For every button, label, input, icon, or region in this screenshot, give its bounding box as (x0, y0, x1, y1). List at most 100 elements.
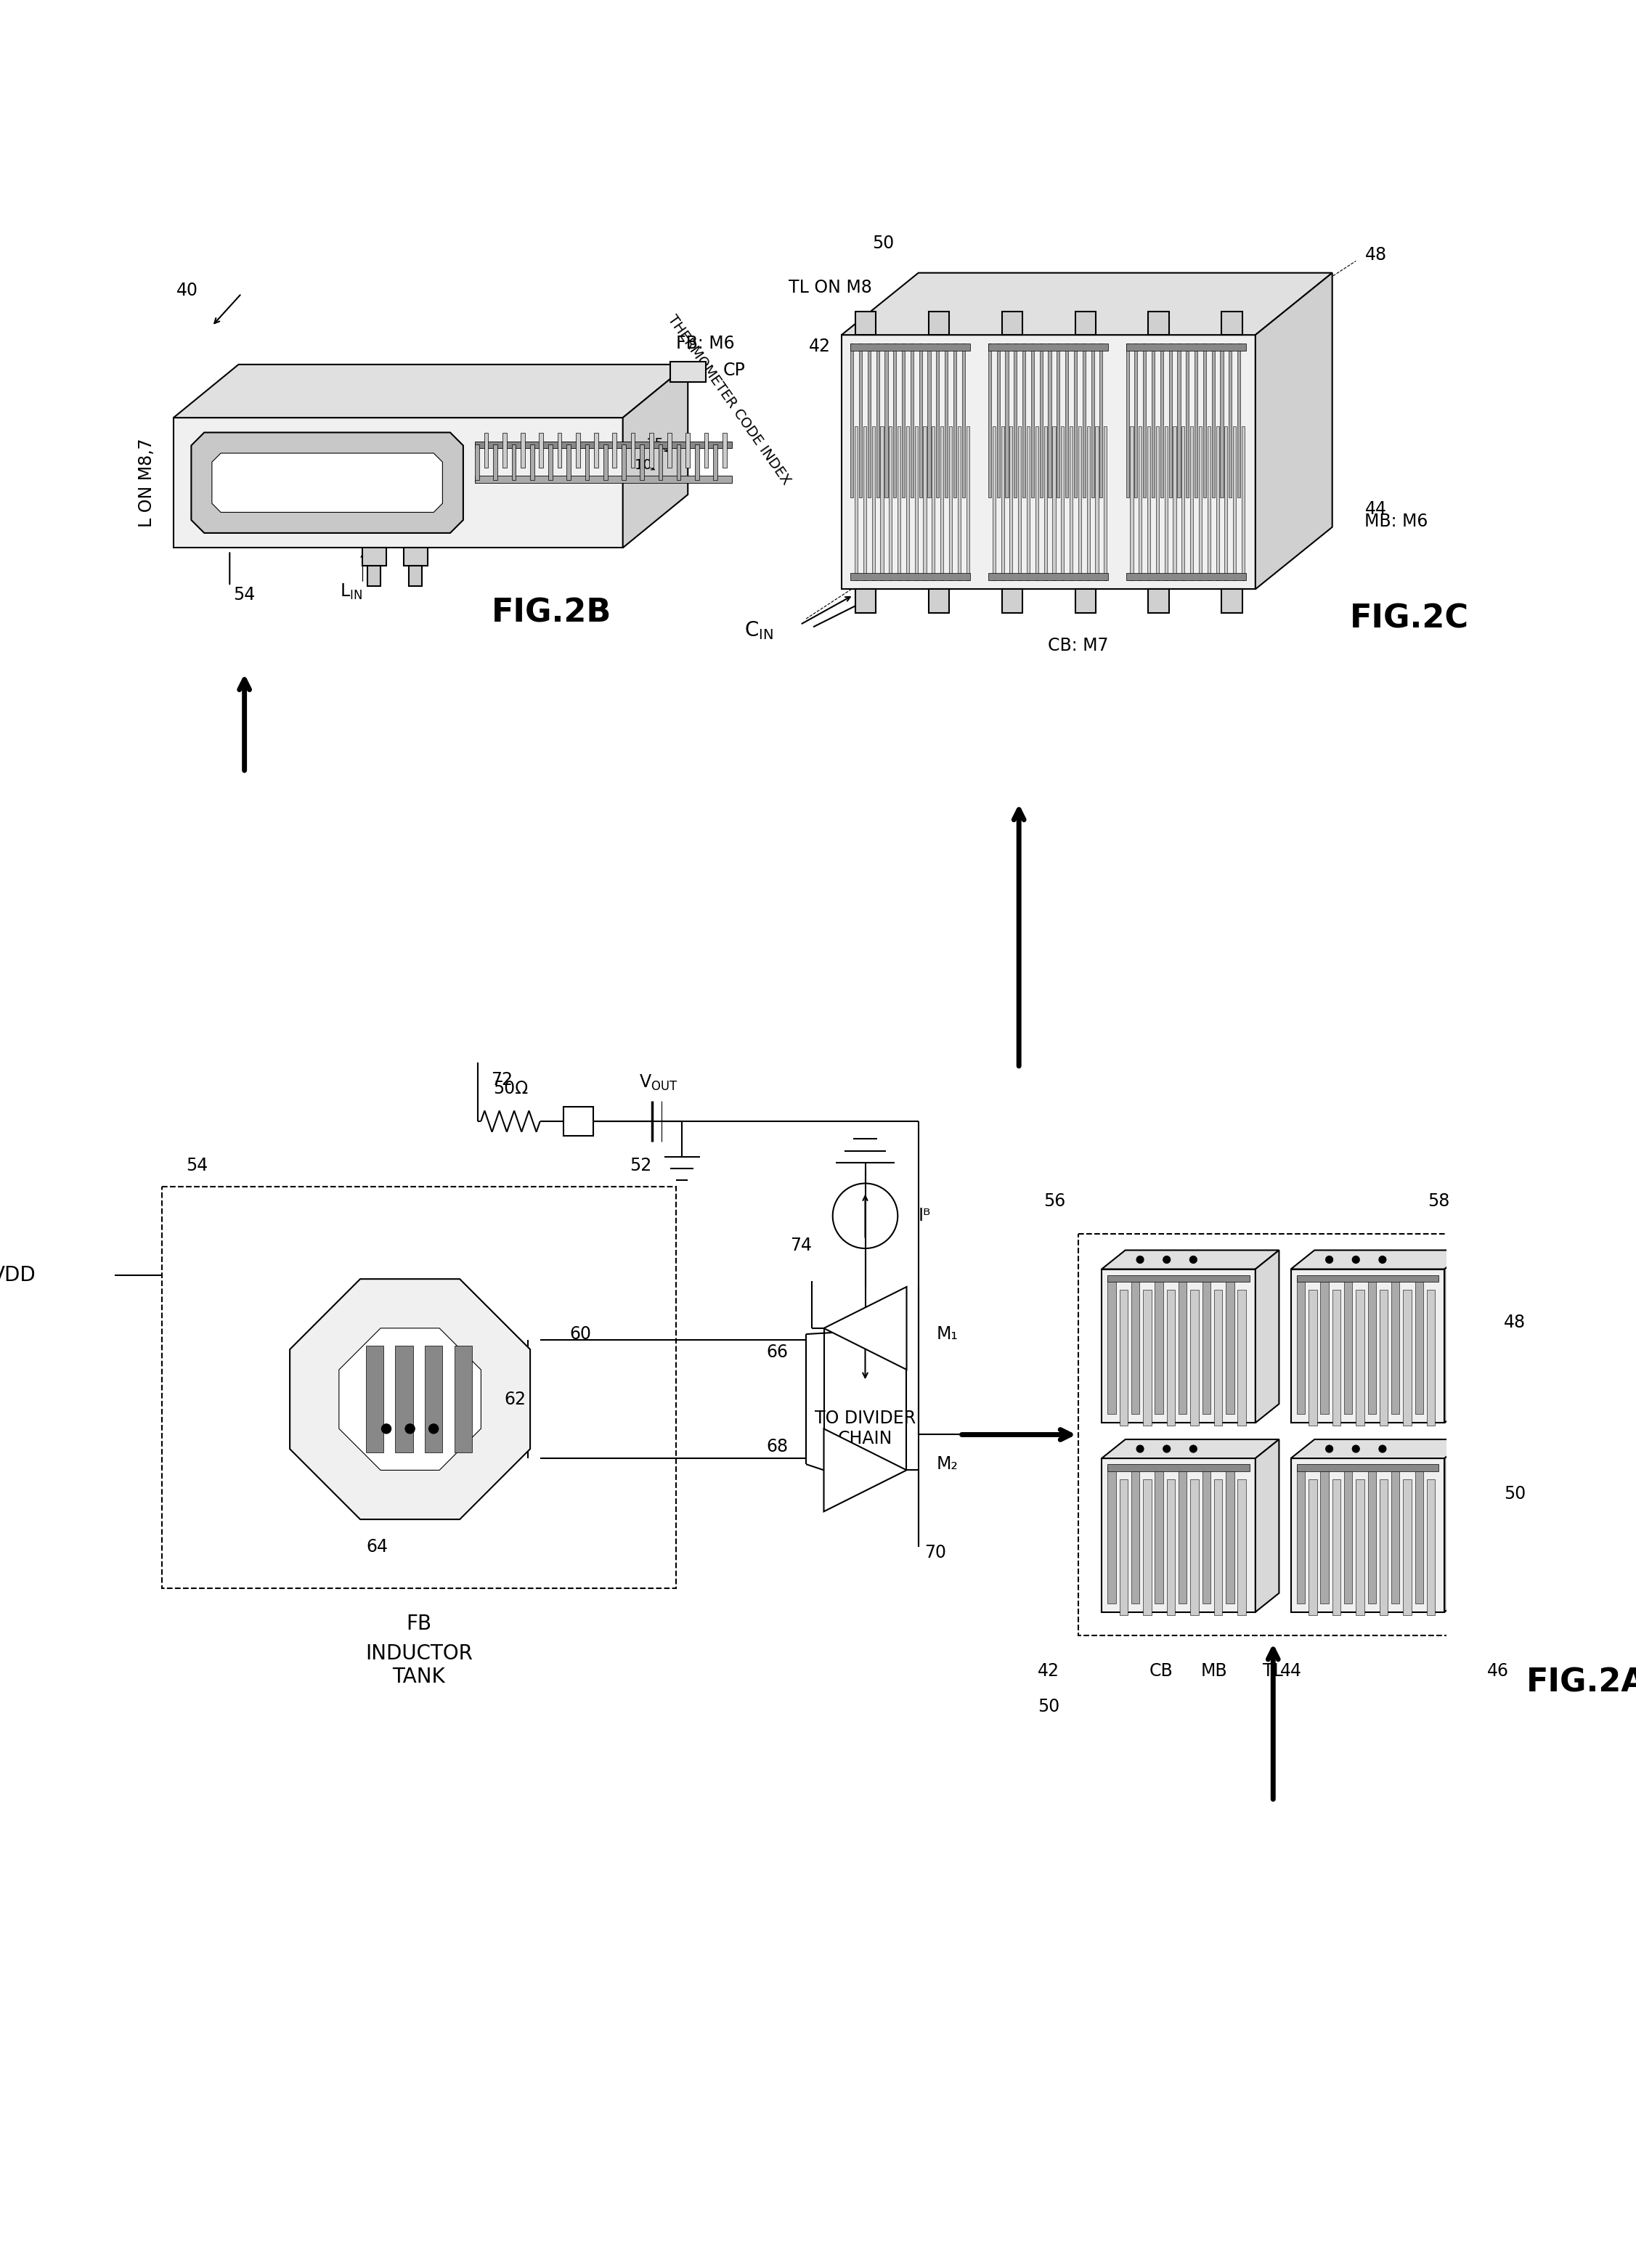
Bar (1178, 1467, 1186, 1603)
Bar (933, 426, 934, 581)
Polygon shape (191, 433, 463, 533)
Bar (1216, 426, 1219, 581)
Bar (404, 549, 427, 565)
Bar (1214, 1479, 1222, 1615)
Bar (1225, 1277, 1234, 1413)
Bar (1126, 345, 1129, 497)
Bar (1108, 1465, 1250, 1472)
Bar (1155, 1277, 1163, 1413)
Bar (1119, 1479, 1127, 1615)
Bar (685, 433, 690, 467)
Bar (1009, 426, 1013, 581)
Bar (906, 426, 910, 581)
Text: 70: 70 (924, 1545, 946, 1563)
Bar (898, 426, 900, 581)
Text: L$_{\rm IN}$: L$_{\rm IN}$ (340, 583, 362, 601)
Bar (1191, 1290, 1199, 1427)
Bar (944, 345, 947, 497)
Bar (1036, 426, 1039, 581)
Bar (1148, 311, 1170, 336)
Bar (1173, 426, 1176, 581)
Bar (1134, 345, 1137, 497)
Bar (1075, 311, 1096, 336)
Bar (1297, 1275, 1438, 1281)
Bar (1166, 1479, 1175, 1615)
Bar (1199, 426, 1202, 581)
Bar (1152, 345, 1155, 497)
Text: MB: MB (1201, 1662, 1227, 1681)
Bar (1427, 1290, 1435, 1427)
Bar (954, 345, 957, 497)
Circle shape (1163, 1445, 1170, 1452)
Text: 50: 50 (1037, 1699, 1060, 1715)
Text: 42: 42 (1037, 1662, 1060, 1681)
Bar (1168, 345, 1171, 497)
Bar (1144, 1479, 1152, 1615)
Bar (867, 345, 870, 497)
Bar (988, 345, 1108, 352)
Text: FIG.2B: FIG.2B (492, 596, 612, 628)
Text: M₂: M₂ (936, 1456, 957, 1472)
Bar (1096, 426, 1098, 581)
Bar (910, 345, 913, 497)
Bar (993, 426, 995, 581)
Text: 62: 62 (504, 1390, 527, 1408)
Bar (1368, 1467, 1376, 1603)
Bar (888, 426, 892, 581)
Bar (988, 574, 1108, 581)
Polygon shape (1255, 1440, 1279, 1613)
Text: FIG.2A: FIG.2A (1526, 1667, 1636, 1699)
Bar (1147, 426, 1150, 581)
Bar (1049, 345, 1052, 497)
Circle shape (1189, 1256, 1198, 1263)
Bar (1073, 345, 1076, 497)
Bar (996, 345, 1000, 497)
Bar (677, 445, 681, 481)
Bar (1191, 1479, 1199, 1615)
Text: 52: 52 (630, 1157, 651, 1175)
Bar (949, 426, 952, 581)
Bar (1202, 1277, 1211, 1413)
Bar (1297, 1467, 1306, 1603)
Text: 42: 42 (810, 338, 831, 356)
Bar (703, 433, 708, 467)
Bar (856, 590, 875, 612)
Polygon shape (1255, 272, 1332, 590)
Text: CB: M7: CB: M7 (1047, 637, 1108, 653)
Circle shape (1189, 1445, 1198, 1452)
Bar (1191, 426, 1193, 581)
Bar (512, 445, 515, 481)
Text: 50: 50 (872, 234, 893, 252)
Bar (1238, 1290, 1247, 1427)
Text: L ON M8,7: L ON M8,7 (137, 438, 155, 526)
Bar (928, 345, 931, 497)
Bar (1320, 1277, 1328, 1413)
Bar (1404, 1479, 1412, 1615)
Polygon shape (1291, 1458, 1445, 1613)
Text: 56: 56 (1044, 1193, 1065, 1209)
Polygon shape (339, 1329, 481, 1470)
Bar (1005, 345, 1008, 497)
Bar (936, 345, 939, 497)
Bar (530, 445, 533, 481)
Bar (484, 433, 488, 467)
Text: FB: M6: FB: M6 (676, 336, 735, 352)
Bar (941, 426, 944, 581)
Bar (872, 426, 875, 581)
Bar (409, 565, 422, 585)
Polygon shape (290, 1279, 530, 1520)
Circle shape (1379, 1256, 1386, 1263)
Bar (455, 1345, 473, 1452)
Bar (1238, 1479, 1247, 1615)
Bar (1001, 311, 1023, 336)
Text: VDD: VDD (0, 1266, 36, 1286)
Bar (695, 445, 699, 481)
Bar (604, 445, 607, 481)
Bar (1157, 426, 1158, 581)
Bar (1108, 1275, 1250, 1281)
Bar (1415, 1467, 1423, 1603)
Bar (576, 433, 579, 467)
Bar (1130, 1277, 1140, 1413)
Bar (851, 345, 970, 352)
Bar (1086, 426, 1090, 581)
